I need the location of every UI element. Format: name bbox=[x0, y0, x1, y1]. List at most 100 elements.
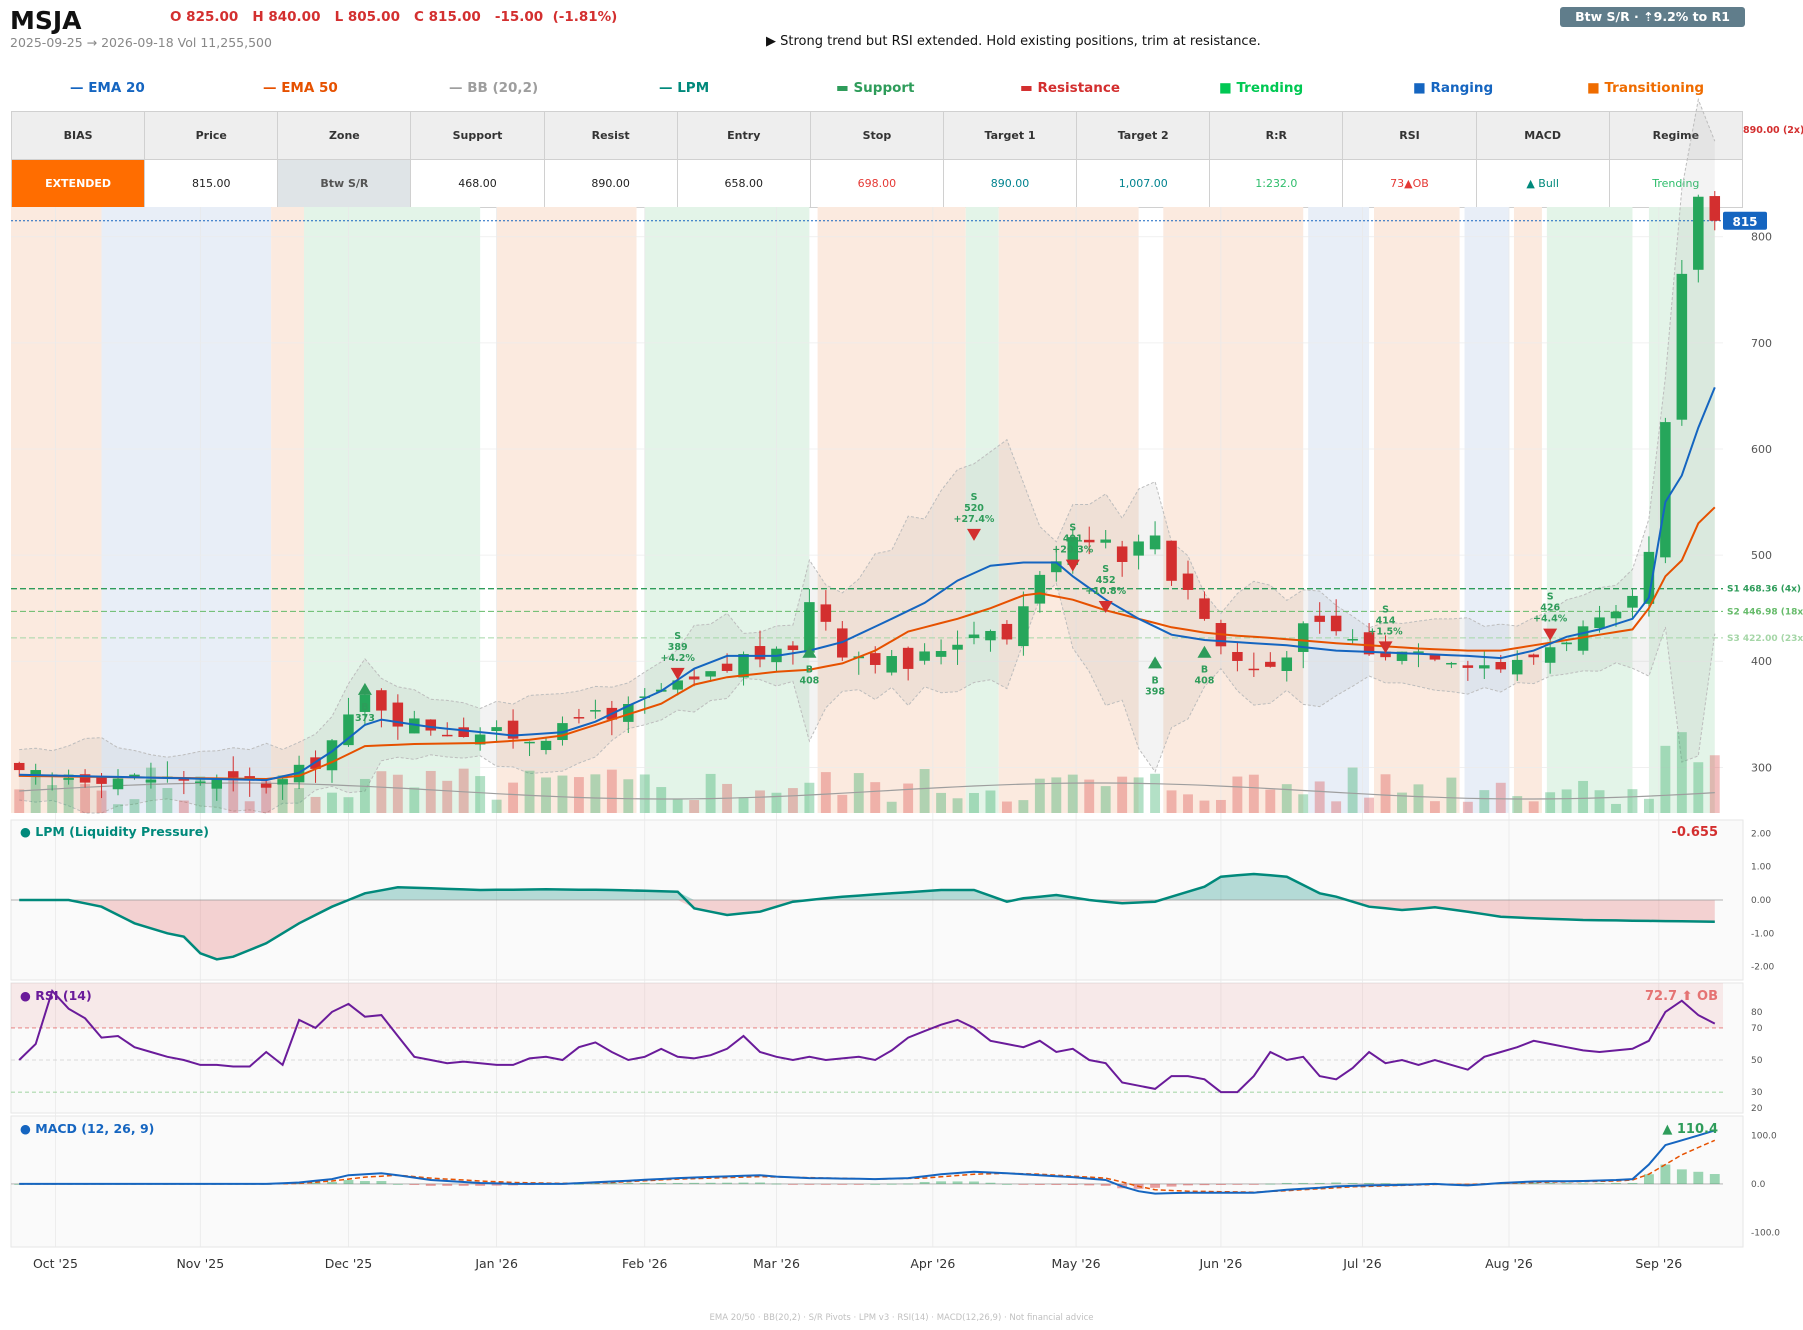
candle-body bbox=[1610, 611, 1622, 619]
sell-signal-label: +4.2% bbox=[661, 653, 696, 664]
candle-body bbox=[1297, 623, 1309, 652]
legend-support: ▬ Support bbox=[836, 80, 915, 96]
sell-signal-marker bbox=[670, 667, 685, 680]
volume-bar bbox=[1117, 776, 1128, 813]
macd-axis-tick: 100.0 bbox=[1751, 1131, 1777, 1141]
volume-bar bbox=[919, 769, 930, 813]
regime-band-trending bbox=[644, 207, 810, 813]
candle-body bbox=[96, 776, 107, 784]
lpm-axis-tick: -2.00 bbox=[1751, 963, 1775, 973]
macd-histogram-bar bbox=[820, 1183, 831, 1185]
volume-bar bbox=[1298, 794, 1309, 813]
volume-bar bbox=[1331, 801, 1342, 813]
candle-body bbox=[524, 741, 535, 744]
volume-bar bbox=[1561, 789, 1572, 813]
volume-bar bbox=[870, 782, 881, 813]
volume-bar bbox=[409, 787, 420, 813]
sell-signal-label: 389 bbox=[668, 642, 688, 653]
commentary-text: ▶ Strong trend but RSI extended. Hold ex… bbox=[766, 34, 1261, 49]
volume-bar bbox=[228, 772, 239, 813]
macd-histogram-bar bbox=[1150, 1183, 1161, 1188]
x-axis-tick: Feb '26 bbox=[622, 1256, 667, 1271]
sell-signal-marker bbox=[1065, 559, 1080, 572]
macd-histogram-bar bbox=[359, 1181, 370, 1184]
macd-value: ▲ Bull bbox=[1475, 159, 1610, 208]
candle-body bbox=[1232, 651, 1243, 661]
price-axis-tick: 700 bbox=[1751, 337, 1772, 350]
candle-body bbox=[1166, 540, 1177, 581]
candle-body bbox=[1693, 196, 1704, 270]
sell-signal-label: +10.8% bbox=[1085, 586, 1126, 597]
x-axis-tick: Mar '26 bbox=[753, 1256, 800, 1271]
volume-bar bbox=[376, 771, 387, 813]
rsi-line bbox=[18, 989, 1716, 1094]
volume-bar bbox=[1067, 774, 1078, 813]
macd-histogram-bar bbox=[1084, 1183, 1095, 1186]
candle-body bbox=[343, 714, 354, 746]
macd-histogram-bar bbox=[1594, 1183, 1605, 1184]
candle-body bbox=[211, 778, 223, 789]
volume-average-line bbox=[19, 782, 1715, 800]
candle-body bbox=[935, 651, 947, 657]
macd-histogram-bar bbox=[1660, 1164, 1671, 1184]
sell-signal-label: S bbox=[1069, 523, 1076, 534]
volume-bar bbox=[1660, 745, 1671, 813]
macd-histogram-bar bbox=[672, 1182, 683, 1184]
candle-body bbox=[129, 774, 140, 777]
lpm-axis-tick: 0.00 bbox=[1751, 896, 1771, 906]
candle-body bbox=[441, 734, 453, 737]
macd-histogram-bar bbox=[722, 1182, 733, 1184]
ticker-symbol: MSJA bbox=[10, 6, 82, 35]
legend-ema50: — EMA 50 bbox=[263, 80, 338, 96]
candle-body bbox=[1627, 595, 1638, 608]
volume-bar bbox=[343, 797, 354, 813]
volume-bar bbox=[952, 798, 963, 813]
volume-bar bbox=[310, 796, 321, 813]
volume-bar bbox=[606, 769, 617, 813]
macd-histogram-bar bbox=[1578, 1183, 1589, 1185]
candle-body bbox=[491, 727, 502, 732]
macd-title: ● MACD (12, 26, 9) bbox=[20, 1121, 154, 1136]
candle-body bbox=[738, 654, 749, 678]
last-price-tag: 815 bbox=[1732, 215, 1757, 229]
volume-bar bbox=[1166, 790, 1177, 813]
macd-histogram-bar bbox=[952, 1181, 963, 1184]
buy-signal-marker bbox=[802, 645, 817, 658]
volume-bar bbox=[1314, 781, 1325, 813]
support-level-label: S2 446.98 (18x) bbox=[1727, 607, 1803, 617]
x-axis-tick: Nov '25 bbox=[176, 1256, 224, 1271]
macd-histogram-bar bbox=[458, 1183, 469, 1186]
rsi-axis-tick: 20 bbox=[1751, 1104, 1763, 1114]
col-header-target1: Target 1 bbox=[942, 111, 1078, 160]
candle-body bbox=[277, 779, 288, 785]
macd-histogram-bar bbox=[606, 1182, 617, 1184]
x-axis-tick: Jun '26 bbox=[1198, 1256, 1242, 1271]
macd-histogram-bar bbox=[919, 1181, 930, 1184]
col-header-target2: Target 2 bbox=[1076, 111, 1211, 160]
rsi-axis-tick: 30 bbox=[1751, 1088, 1763, 1098]
volume-bar bbox=[1051, 777, 1062, 813]
legend-ranging: ■ Ranging bbox=[1413, 80, 1494, 96]
sell-signal-label: S bbox=[674, 631, 681, 642]
candle-body bbox=[705, 671, 716, 677]
candle-body bbox=[590, 710, 601, 712]
macd-histogram-bar bbox=[1281, 1182, 1292, 1184]
volume-bar bbox=[1479, 790, 1490, 813]
candle-body bbox=[1182, 573, 1194, 590]
volume-bar bbox=[1001, 801, 1012, 813]
volume-bar bbox=[1512, 796, 1523, 813]
candle-body bbox=[1446, 662, 1457, 665]
macd-histogram-bar bbox=[1347, 1182, 1358, 1184]
volume-bar bbox=[1232, 776, 1243, 813]
resist-value: 890.00 bbox=[543, 159, 678, 208]
volume-bar bbox=[359, 778, 370, 813]
regime-band-trending bbox=[965, 207, 999, 813]
macd-histogram-bar bbox=[1545, 1183, 1556, 1184]
sell-signal-label: 491 bbox=[1063, 534, 1083, 545]
macd-axis-tick: -100.0 bbox=[1751, 1228, 1780, 1238]
volume-bar bbox=[1248, 774, 1259, 813]
macd-histogram-bar bbox=[870, 1183, 881, 1185]
candle-body bbox=[573, 717, 585, 719]
col-header-rr: R:R bbox=[1209, 111, 1344, 160]
sell-signal-marker bbox=[1543, 628, 1558, 641]
